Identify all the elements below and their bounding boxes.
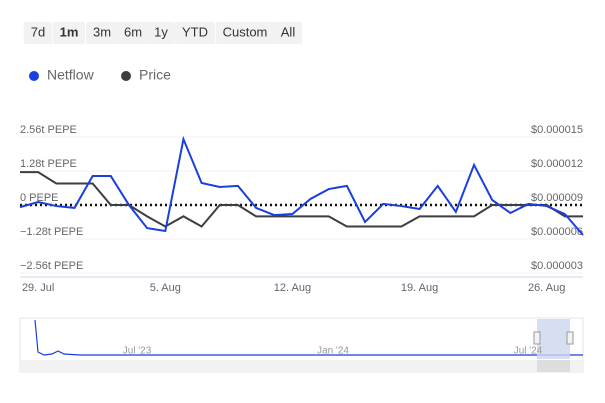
x-tick-label: 26. Aug xyxy=(528,282,565,294)
range-button[interactable]: 1y xyxy=(154,24,168,39)
range-button-bg[interactable] xyxy=(23,22,53,44)
range-button-bg[interactable] xyxy=(215,22,275,44)
range-button[interactable]: 1m xyxy=(60,24,79,39)
y2-tick-label: $0.000006 xyxy=(531,226,583,238)
range-button-bg[interactable] xyxy=(116,22,150,44)
x-tick-label: 19. Aug xyxy=(401,282,438,294)
legend-label[interactable]: Netflow xyxy=(47,67,95,83)
x-tick-label: 12. Aug xyxy=(274,282,311,294)
y-tick-label: −1.28t PEPE xyxy=(20,226,83,238)
series-line xyxy=(19,135,584,236)
navigator-handle[interactable] xyxy=(566,331,574,345)
x-tick-label: 5. Aug xyxy=(150,282,181,294)
y-tick-label: −2.56t PEPE xyxy=(20,260,83,272)
scrollbar xyxy=(20,360,583,372)
range-button[interactable]: 7d xyxy=(31,24,45,39)
navigator-handle[interactable] xyxy=(533,331,541,345)
range-button[interactable]: YTD xyxy=(182,24,208,39)
navigator-selection[interactable] xyxy=(537,319,570,359)
series-line xyxy=(20,171,583,228)
x-tick-label: 29. Jul xyxy=(22,282,54,294)
legend-marker[interactable] xyxy=(29,71,39,81)
navigator-label: Jul '24 xyxy=(514,346,543,357)
navigator-label: Jul '23 xyxy=(123,346,152,357)
range-button[interactable]: All xyxy=(281,24,296,39)
y2-tick-label: $0.000015 xyxy=(531,124,583,136)
legend-marker[interactable] xyxy=(121,71,131,81)
range-button[interactable]: 3m xyxy=(93,24,111,39)
navigator-line xyxy=(34,319,583,356)
legend-label[interactable]: Price xyxy=(139,67,171,83)
y2-tick-label: $0.000003 xyxy=(531,260,583,272)
range-button-bg[interactable] xyxy=(273,22,303,44)
range-button-bg[interactable] xyxy=(85,22,119,44)
range-button-bg[interactable] xyxy=(147,22,175,44)
scrollbar-thumb[interactable] xyxy=(537,360,570,372)
y2-tick-label: $0.000009 xyxy=(531,192,583,204)
navigator-label: Jan '24 xyxy=(317,346,349,357)
range-button-bg[interactable] xyxy=(175,22,215,44)
y2-tick-label: $0.000012 xyxy=(531,158,583,170)
range-button[interactable]: Custom xyxy=(223,24,268,39)
y-tick-label: 2.56t PEPE xyxy=(20,124,77,136)
y-tick-label: 1.28t PEPE xyxy=(20,158,77,170)
range-button[interactable]: 6m xyxy=(124,24,142,39)
range-button-bg[interactable] xyxy=(52,22,86,44)
y-tick-label: 0 PEPE xyxy=(20,192,59,204)
